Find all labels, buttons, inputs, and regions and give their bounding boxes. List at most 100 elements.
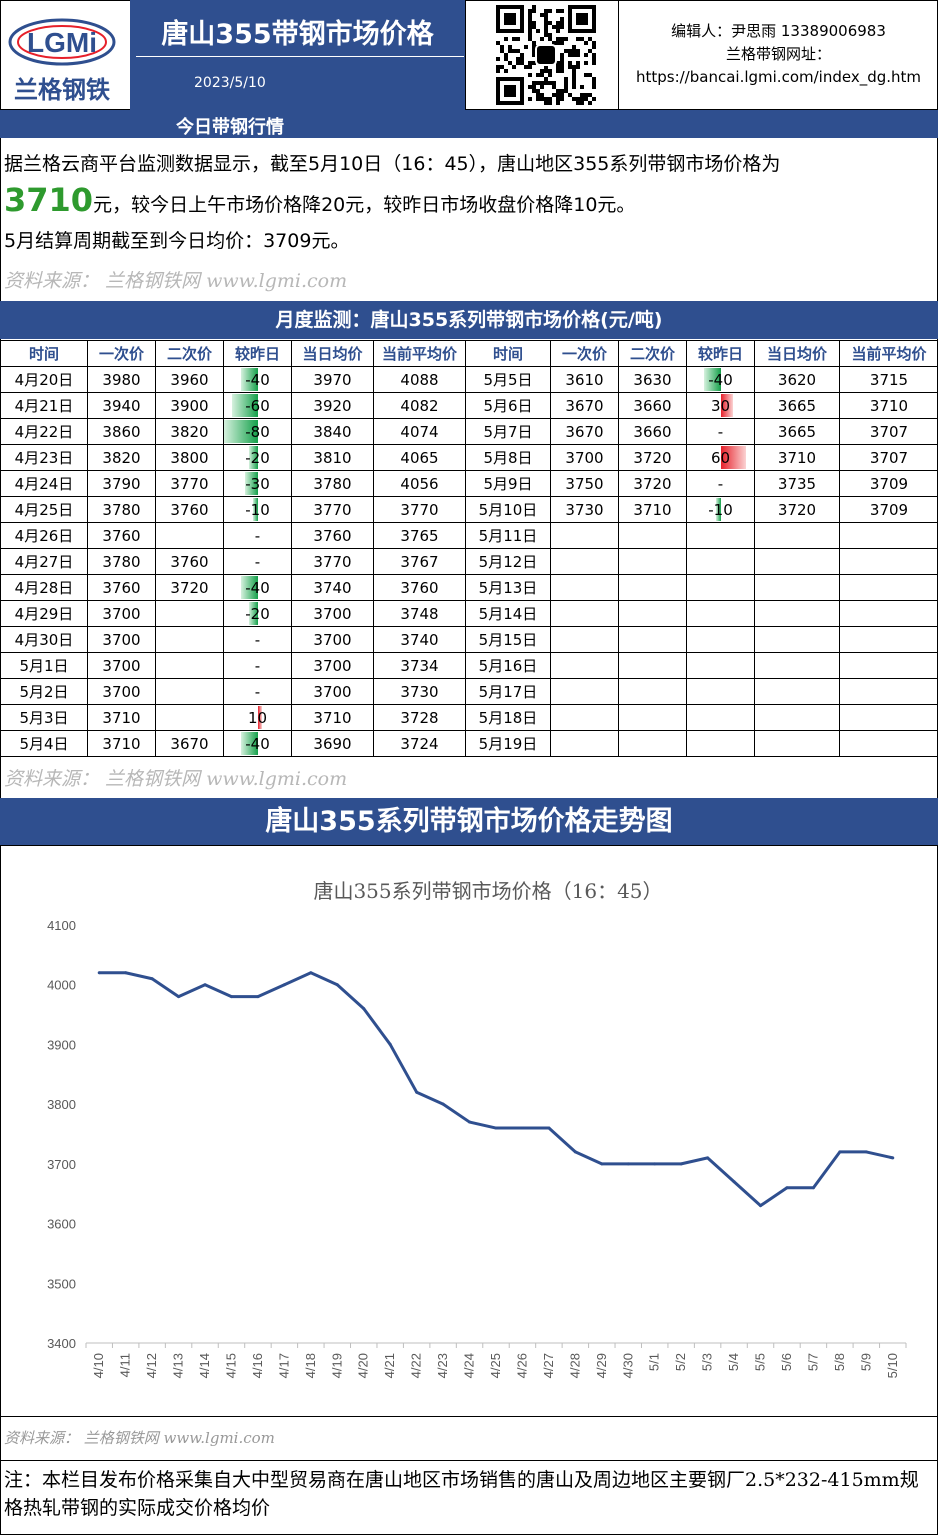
- data-point: [573, 1150, 577, 1154]
- x-tick-label: 4/19: [329, 1353, 344, 1378]
- price-cell: 3710: [839, 392, 938, 419]
- x-tick-label: 4/27: [541, 1353, 556, 1378]
- price-cell: 3750: [550, 470, 619, 497]
- lgmi-logo-icon: LGMi 兰格钢铁: [8, 18, 116, 104]
- y-tick-label: 3700: [47, 1157, 76, 1172]
- price-cell: 3670: [550, 418, 619, 445]
- price-cell: [550, 652, 619, 679]
- date-cell: 5月2日: [0, 678, 88, 705]
- x-tick-label: 4/28: [567, 1353, 582, 1378]
- price-cell: [754, 730, 840, 757]
- y-tick-label: 3400: [47, 1336, 76, 1351]
- data-point: [150, 977, 154, 981]
- qr-code-box: [465, 0, 619, 110]
- change-value: 60: [710, 448, 731, 467]
- data-point: [282, 983, 286, 987]
- y-tick-label: 3600: [47, 1217, 76, 1232]
- price-cell: [754, 626, 840, 653]
- data-point: [785, 1186, 789, 1190]
- price-cell: [618, 574, 687, 601]
- decrease-bar: [224, 420, 258, 443]
- date-cell: 5月15日: [465, 626, 551, 653]
- change-cell: [686, 678, 755, 705]
- table-row: 4月22日 3860 3820 -80 3840 4074 5月7日 3670 3660 - 366…: [0, 418, 938, 445]
- decrease-bar: [249, 446, 258, 469]
- page-title: 唐山355带钢市场价格: [161, 19, 434, 50]
- price-series-line: [99, 971, 894, 1208]
- x-tick-label: 5/8: [832, 1353, 847, 1371]
- x-tick-label: 4/16: [250, 1353, 265, 1378]
- change-value: -: [254, 630, 261, 649]
- site-url-link[interactable]: https://bancai.lgmi.com/index_dg.htm: [635, 68, 922, 86]
- price-cell: [839, 574, 938, 601]
- price-cell: 3630: [618, 366, 687, 393]
- price-cell: [618, 522, 687, 549]
- price-cell: 3980: [87, 366, 156, 393]
- price-cell: [618, 652, 687, 679]
- decrease-bar: [716, 498, 721, 521]
- price-cell: 3700: [291, 652, 374, 679]
- x-tick-label: 5/10: [885, 1353, 900, 1378]
- change-cell: [686, 548, 755, 575]
- price-cell: [839, 522, 938, 549]
- change-cell: -60: [223, 392, 292, 419]
- date-cell: 5月5日: [465, 366, 551, 393]
- change-cell: 10: [223, 704, 292, 731]
- data-point: [335, 983, 339, 987]
- price-cell: [839, 652, 938, 679]
- change-value: -60: [245, 396, 270, 415]
- data-point: [626, 1162, 630, 1166]
- header: LGMi 兰格钢铁 唐山355带钢市场价格 2023/5/10 编辑人：尹思雨 …: [0, 0, 938, 110]
- price-cell: 3700: [87, 600, 156, 627]
- x-tick-label: 5/4: [726, 1353, 741, 1371]
- date-cell: 4月27日: [0, 548, 88, 575]
- today-section-bar: 今日带钢行情: [0, 110, 938, 138]
- column-header: 当前平均价: [373, 340, 466, 367]
- price-cell: [618, 678, 687, 705]
- change-cell: 60: [686, 444, 755, 471]
- source-note-3: 资料来源： 兰格钢铁网 www.lgmi.com: [4, 1429, 275, 1447]
- date-cell: 5月3日: [0, 704, 88, 731]
- date-cell: 5月6日: [465, 392, 551, 419]
- price-cell: [754, 522, 840, 549]
- price-cell: 3720: [618, 444, 687, 471]
- change-cell: -: [686, 418, 755, 445]
- trend-line-chart: 唐山355系列带钢市场价格（16：45） 3400 3500 3600 3700 3800…: [47, 879, 907, 1378]
- x-tick-label: 4/29: [594, 1353, 609, 1378]
- price-cell: 3920: [291, 392, 374, 419]
- column-header: 时间: [465, 340, 551, 367]
- change-value: -40: [245, 578, 270, 597]
- change-cell: 30: [686, 392, 755, 419]
- price-cell: 3700: [291, 600, 374, 627]
- price-cell: 3728: [373, 704, 466, 731]
- x-tick-label: 4/20: [356, 1353, 371, 1378]
- table-row: 5月3日 3710 10 3710 3728 5月18日: [0, 704, 938, 731]
- brand-logo: LGMi 兰格钢铁: [0, 0, 130, 110]
- logo-text: LGMi: [27, 27, 97, 58]
- change-cell: -10: [223, 496, 292, 523]
- y-tick-label: 3900: [47, 1037, 76, 1052]
- date-cell: 5月10日: [465, 496, 551, 523]
- price-cell: 3760: [87, 574, 156, 601]
- today-section-title: 今日带钢行情: [176, 117, 284, 138]
- change-value: -: [717, 474, 724, 493]
- chart-title: 唐山355系列带钢市场价格（16：45）: [313, 879, 662, 903]
- price-cell: [550, 730, 619, 757]
- price-cell: 3710: [754, 444, 840, 471]
- change-cell: -40: [223, 574, 292, 601]
- title-box: 唐山355带钢市场价格 2023/5/10: [130, 0, 465, 110]
- price-cell: 3707: [839, 444, 938, 471]
- price-cell: 3700: [291, 678, 374, 705]
- date-cell: 5月14日: [465, 600, 551, 627]
- price-cell: [754, 600, 840, 627]
- change-cell: [686, 522, 755, 549]
- price-cell: 3770: [373, 496, 466, 523]
- data-point: [732, 1180, 736, 1184]
- data-point: [811, 1186, 815, 1190]
- x-tick-label: 5/9: [858, 1353, 873, 1371]
- site-label: 兰格带钢网址：: [725, 45, 831, 63]
- trend-chart-area: 唐山355系列带钢市场价格（16：45） 3400 3500 3600 3700 3800…: [0, 845, 938, 1417]
- table-row: 4月26日 3760-3760 3765 5月11日: [0, 522, 938, 549]
- price-cell: 3724: [373, 730, 466, 757]
- price-cell: 3760: [291, 522, 374, 549]
